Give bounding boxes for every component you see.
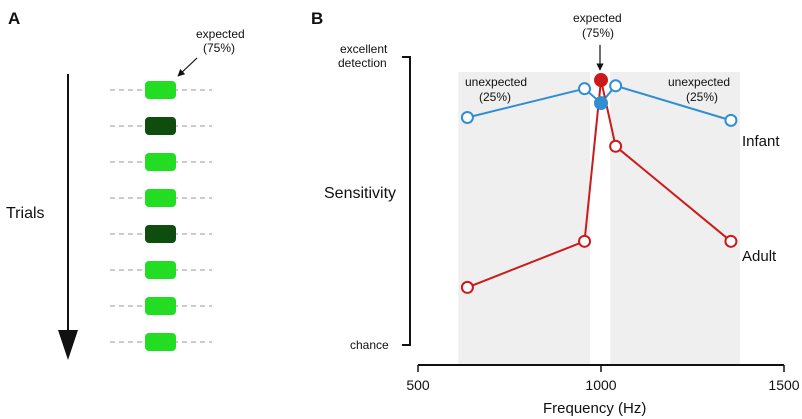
data-point-adult [578, 234, 592, 248]
trial-expected-block [145, 81, 176, 99]
y-axis-label: Sensitivity [324, 185, 396, 202]
unexpected-band [610, 72, 741, 365]
data-point-adult [724, 234, 738, 248]
right-unexpected-percent: (25%) [686, 90, 718, 104]
x-axis-label: Frequency (Hz) [543, 400, 646, 417]
trial-expected-block [145, 333, 176, 351]
left-unexpected-label: unexpected [465, 75, 527, 89]
series-layer [460, 73, 738, 294]
trial-unexpected-block [145, 117, 176, 135]
trials-arrow-head [58, 330, 78, 360]
panel-a-expected-arrow [177, 57, 198, 77]
trials-label: Trials [6, 205, 45, 222]
data-point-infant [594, 96, 608, 111]
y-top-label-line1: excellent [340, 42, 388, 56]
y-top-label-line2: detection [338, 56, 387, 70]
x-tick-label: 1000 [585, 377, 616, 393]
panel-b-expected-percent: (75%) [582, 26, 614, 40]
trial-expected-block [145, 261, 176, 279]
panel-a: A expected (75%) Trials [6, 9, 245, 360]
data-point-infant [609, 79, 623, 93]
data-point-adult [594, 73, 608, 88]
y-bottom-label: chance [350, 338, 389, 352]
x-ticks: 500 1000 1500 [406, 365, 800, 393]
trial-rows [110, 81, 212, 351]
panel-a-expected-label: expected [196, 27, 245, 41]
x-tick-label: 1500 [768, 377, 799, 393]
data-point-infant [578, 82, 592, 96]
data-point-adult [609, 139, 623, 153]
right-unexpected-label: unexpected [668, 75, 730, 89]
data-point-infant [460, 110, 474, 124]
data-point-adult [460, 280, 474, 294]
data-point-infant [724, 113, 738, 127]
y-axis-bracket [402, 56, 411, 346]
trial-expected-block [145, 297, 176, 315]
x-tick-label: 500 [406, 377, 430, 393]
trial-expected-block [145, 153, 176, 171]
panel-b-expected-label: expected [573, 11, 622, 25]
unexpected-band [458, 72, 591, 365]
unexpected-bands [458, 72, 741, 365]
panel-b: B expected (75%) unexpected (25%) unexpe… [311, 9, 800, 417]
panel-a-expected-percent: (75%) [203, 41, 235, 55]
left-unexpected-percent: (25%) [479, 90, 511, 104]
series-label-infant: Infant [742, 133, 780, 150]
panel-a-letter: A [8, 9, 20, 28]
series-label-adult: Adult [742, 248, 777, 265]
panel-b-letter: B [311, 9, 323, 28]
trial-expected-block [145, 189, 176, 207]
trial-unexpected-block [145, 225, 176, 243]
